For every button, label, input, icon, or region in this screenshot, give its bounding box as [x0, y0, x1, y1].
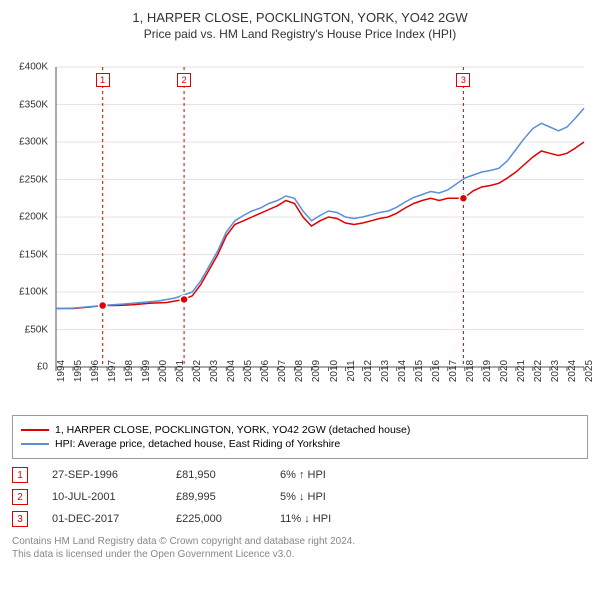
transaction-row: 3 01-DEC-2017 £225,000 11% ↓ HPI [12, 511, 588, 527]
transaction-date: 01-DEC-2017 [52, 513, 152, 525]
x-tick-label: 2019 [482, 360, 493, 382]
legend-row: 1, HARPER CLOSE, POCKLINGTON, YORK, YO42… [21, 424, 579, 436]
x-tick-label: 2003 [209, 360, 220, 382]
x-tick-label: 2007 [277, 360, 288, 382]
footnote-line2: This data is licensed under the Open Gov… [12, 548, 588, 561]
transaction-marker: 1 [12, 467, 28, 483]
x-tick-label: 2013 [380, 360, 391, 382]
transactions-table: 1 27-SEP-1996 £81,950 6% ↑ HPI 2 10-JUL-2001 £… [12, 467, 588, 527]
transaction-marker: 2 [12, 489, 28, 505]
x-tick-label: 2021 [516, 360, 527, 382]
x-tick-label: 2004 [226, 360, 237, 382]
titles: 1, HARPER CLOSE, POCKLINGTON, YORK, YO42… [12, 10, 588, 41]
y-tick-label: £300K [19, 137, 48, 148]
x-tick-label: 2023 [550, 360, 561, 382]
x-tick-label: 2002 [192, 360, 203, 382]
transaction-row: 1 27-SEP-1996 £81,950 6% ↑ HPI [12, 467, 588, 483]
transaction-date: 27-SEP-1996 [52, 469, 152, 481]
y-tick-label: £100K [19, 287, 48, 298]
transaction-row: 2 10-JUL-2001 £89,995 5% ↓ HPI [12, 489, 588, 505]
x-tick-label: 2017 [448, 360, 459, 382]
transaction-price: £225,000 [176, 513, 256, 525]
title-subtitle: Price paid vs. HM Land Registry's House … [12, 27, 588, 41]
chart-svg [12, 49, 588, 409]
x-tick-label: 2016 [431, 360, 442, 382]
y-tick-label: £250K [19, 174, 48, 185]
legend-label: HPI: Average price, detached house, East… [55, 438, 340, 450]
x-tick-label: 1999 [141, 360, 152, 382]
x-tick-label: 2008 [294, 360, 305, 382]
x-tick-label: 1997 [107, 360, 118, 382]
y-tick-label: £50K [25, 324, 48, 335]
x-tick-label: 1994 [56, 360, 67, 382]
legend-swatch [21, 429, 49, 431]
x-tick-label: 2024 [567, 360, 578, 382]
transaction-date: 10-JUL-2001 [52, 491, 152, 503]
x-tick-label: 2011 [346, 360, 357, 382]
x-tick-label: 2014 [397, 360, 408, 382]
y-tick-label: £150K [19, 249, 48, 260]
transaction-diff: 11% ↓ HPI [280, 513, 370, 525]
x-tick-label: 2006 [260, 360, 271, 382]
x-tick-label: 1995 [73, 360, 84, 382]
x-tick-label: 2000 [158, 360, 169, 382]
title-address: 1, HARPER CLOSE, POCKLINGTON, YORK, YO42… [12, 10, 588, 25]
event-marker-box: 2 [177, 73, 191, 87]
chart: £0 £50K £100K £150K £200K £250K £300K £350K £400… [12, 49, 588, 409]
legend-label: 1, HARPER CLOSE, POCKLINGTON, YORK, YO42… [55, 424, 410, 436]
x-tick-label: 2001 [175, 360, 186, 382]
x-tick-label: 2010 [329, 360, 340, 382]
x-tick-label: 2018 [465, 360, 476, 382]
x-tick-label: 2012 [363, 360, 374, 382]
transaction-marker: 3 [12, 511, 28, 527]
page: 1, HARPER CLOSE, POCKLINGTON, YORK, YO42… [0, 0, 600, 571]
y-tick-label: £0 [37, 362, 48, 373]
x-tick-label: 2009 [311, 360, 322, 382]
y-tick-label: £200K [19, 212, 48, 223]
y-tick-label: £350K [19, 99, 48, 110]
x-tick-label: 2025 [584, 360, 595, 382]
legend-swatch [21, 443, 49, 445]
legend: 1, HARPER CLOSE, POCKLINGTON, YORK, YO42… [12, 415, 588, 459]
y-tick-label: £400K [19, 62, 48, 73]
x-tick-label: 2022 [533, 360, 544, 382]
x-tick-label: 2005 [243, 360, 254, 382]
event-marker-box: 3 [456, 73, 470, 87]
footnote-line1: Contains HM Land Registry data © Crown c… [12, 535, 588, 548]
transaction-diff: 6% ↑ HPI [280, 469, 370, 481]
legend-row: HPI: Average price, detached house, East… [21, 438, 579, 450]
x-tick-label: 1996 [90, 360, 101, 382]
transaction-price: £81,950 [176, 469, 256, 481]
event-marker-box: 1 [96, 73, 110, 87]
x-tick-label: 2020 [499, 360, 510, 382]
transaction-price: £89,995 [176, 491, 256, 503]
x-tick-label: 2015 [414, 360, 425, 382]
transaction-diff: 5% ↓ HPI [280, 491, 370, 503]
x-tick-label: 1998 [124, 360, 135, 382]
footnote: Contains HM Land Registry data © Crown c… [12, 535, 588, 561]
